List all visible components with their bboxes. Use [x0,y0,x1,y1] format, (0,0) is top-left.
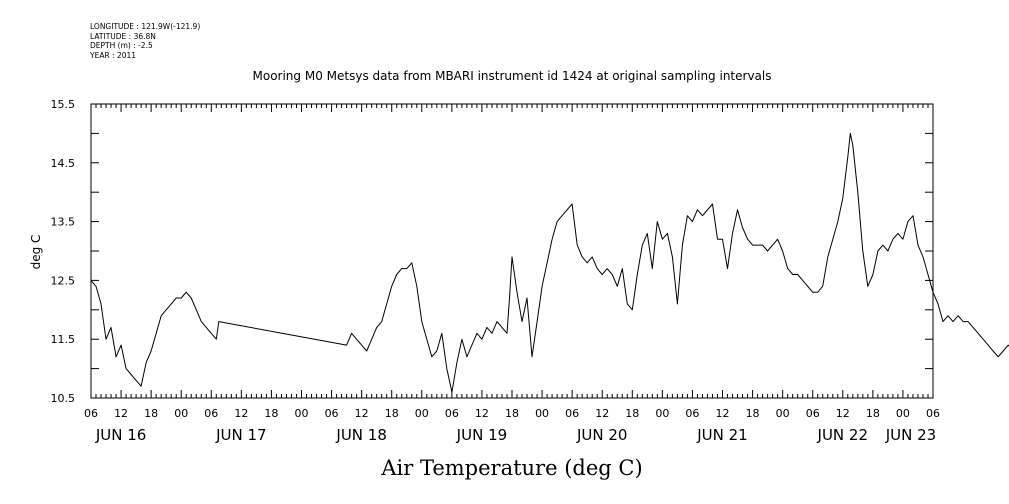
x-tick-label: 12 [234,407,248,420]
x-tick-label: 00 [174,407,188,420]
x-tick-label: 12 [114,407,128,420]
x-day-label: JUN 16 [95,426,146,444]
y-axis-label: deg C [29,235,43,270]
x-tick-label: 06 [926,407,940,420]
x-tick-label: 06 [84,407,98,420]
x-tick-label: 06 [565,407,579,420]
x-tick-label: 00 [295,407,309,420]
x-tick-label: 18 [505,407,519,420]
x-tick-label: 00 [896,407,910,420]
y-tick-label: 10.5 [51,392,76,405]
depth-text: DEPTH (m) : -2.5 [90,41,153,50]
x-tick-label: 06 [806,407,820,420]
air-temperature-line [90,132,1009,393]
x-tick-label: 06 [325,407,339,420]
x-tick-label: 18 [264,407,278,420]
x-tick-label: 18 [144,407,158,420]
x-tick-label: 12 [595,407,609,420]
y-tick-label: 14.5 [51,157,76,170]
metadata-block: LONGITUDE : 121.9W(-121.9) LATITUDE : 36… [90,22,200,60]
longitude-text: LONGITUDE : 121.9W(-121.9) [90,22,201,31]
y-tick-label: 15.5 [51,98,76,111]
latitude-text: LATITUDE : 36.8N [90,31,156,41]
plot-frame [90,103,934,399]
x-day-label: JUN 17 [215,426,266,444]
x-day-label: JUN 18 [335,426,386,444]
x-tick-label: 00 [776,407,790,420]
x-tick-label: 00 [415,407,429,420]
x-axis-label: Air Temperature (deg C) [380,456,642,480]
x-day-label: JUN 20 [576,426,627,444]
x-tick-label: 18 [866,407,880,420]
x-tick-label: 12 [716,407,730,420]
x-day-label: JUN 22 [817,426,868,444]
x-tick-label: 12 [475,407,489,420]
x-tick-label: 12 [836,407,850,420]
x-tick-label: 06 [204,407,218,420]
y-tick-label: 13.5 [51,216,76,229]
x-tick-label: 06 [445,407,459,420]
x-day-label: JUN 23 [885,426,936,444]
x-day-label: JUN 19 [456,426,507,444]
y-tick-label: 11.5 [51,333,76,346]
x-tick-label: 18 [625,407,639,420]
year-text: YEAR : 2011 [90,50,137,60]
x-tick-label: 00 [535,407,549,420]
x-tick-label: 12 [355,407,369,420]
x-tick-label: 18 [385,407,399,420]
y-tick-label: 12.5 [51,274,76,287]
x-tick-label: 06 [685,407,699,420]
x-tick-label: 00 [655,407,669,420]
x-tick-label: 18 [746,407,760,420]
x-day-label: JUN 21 [696,426,747,444]
chart-title: Mooring M0 Metsys data from MBARI instru… [253,69,772,83]
